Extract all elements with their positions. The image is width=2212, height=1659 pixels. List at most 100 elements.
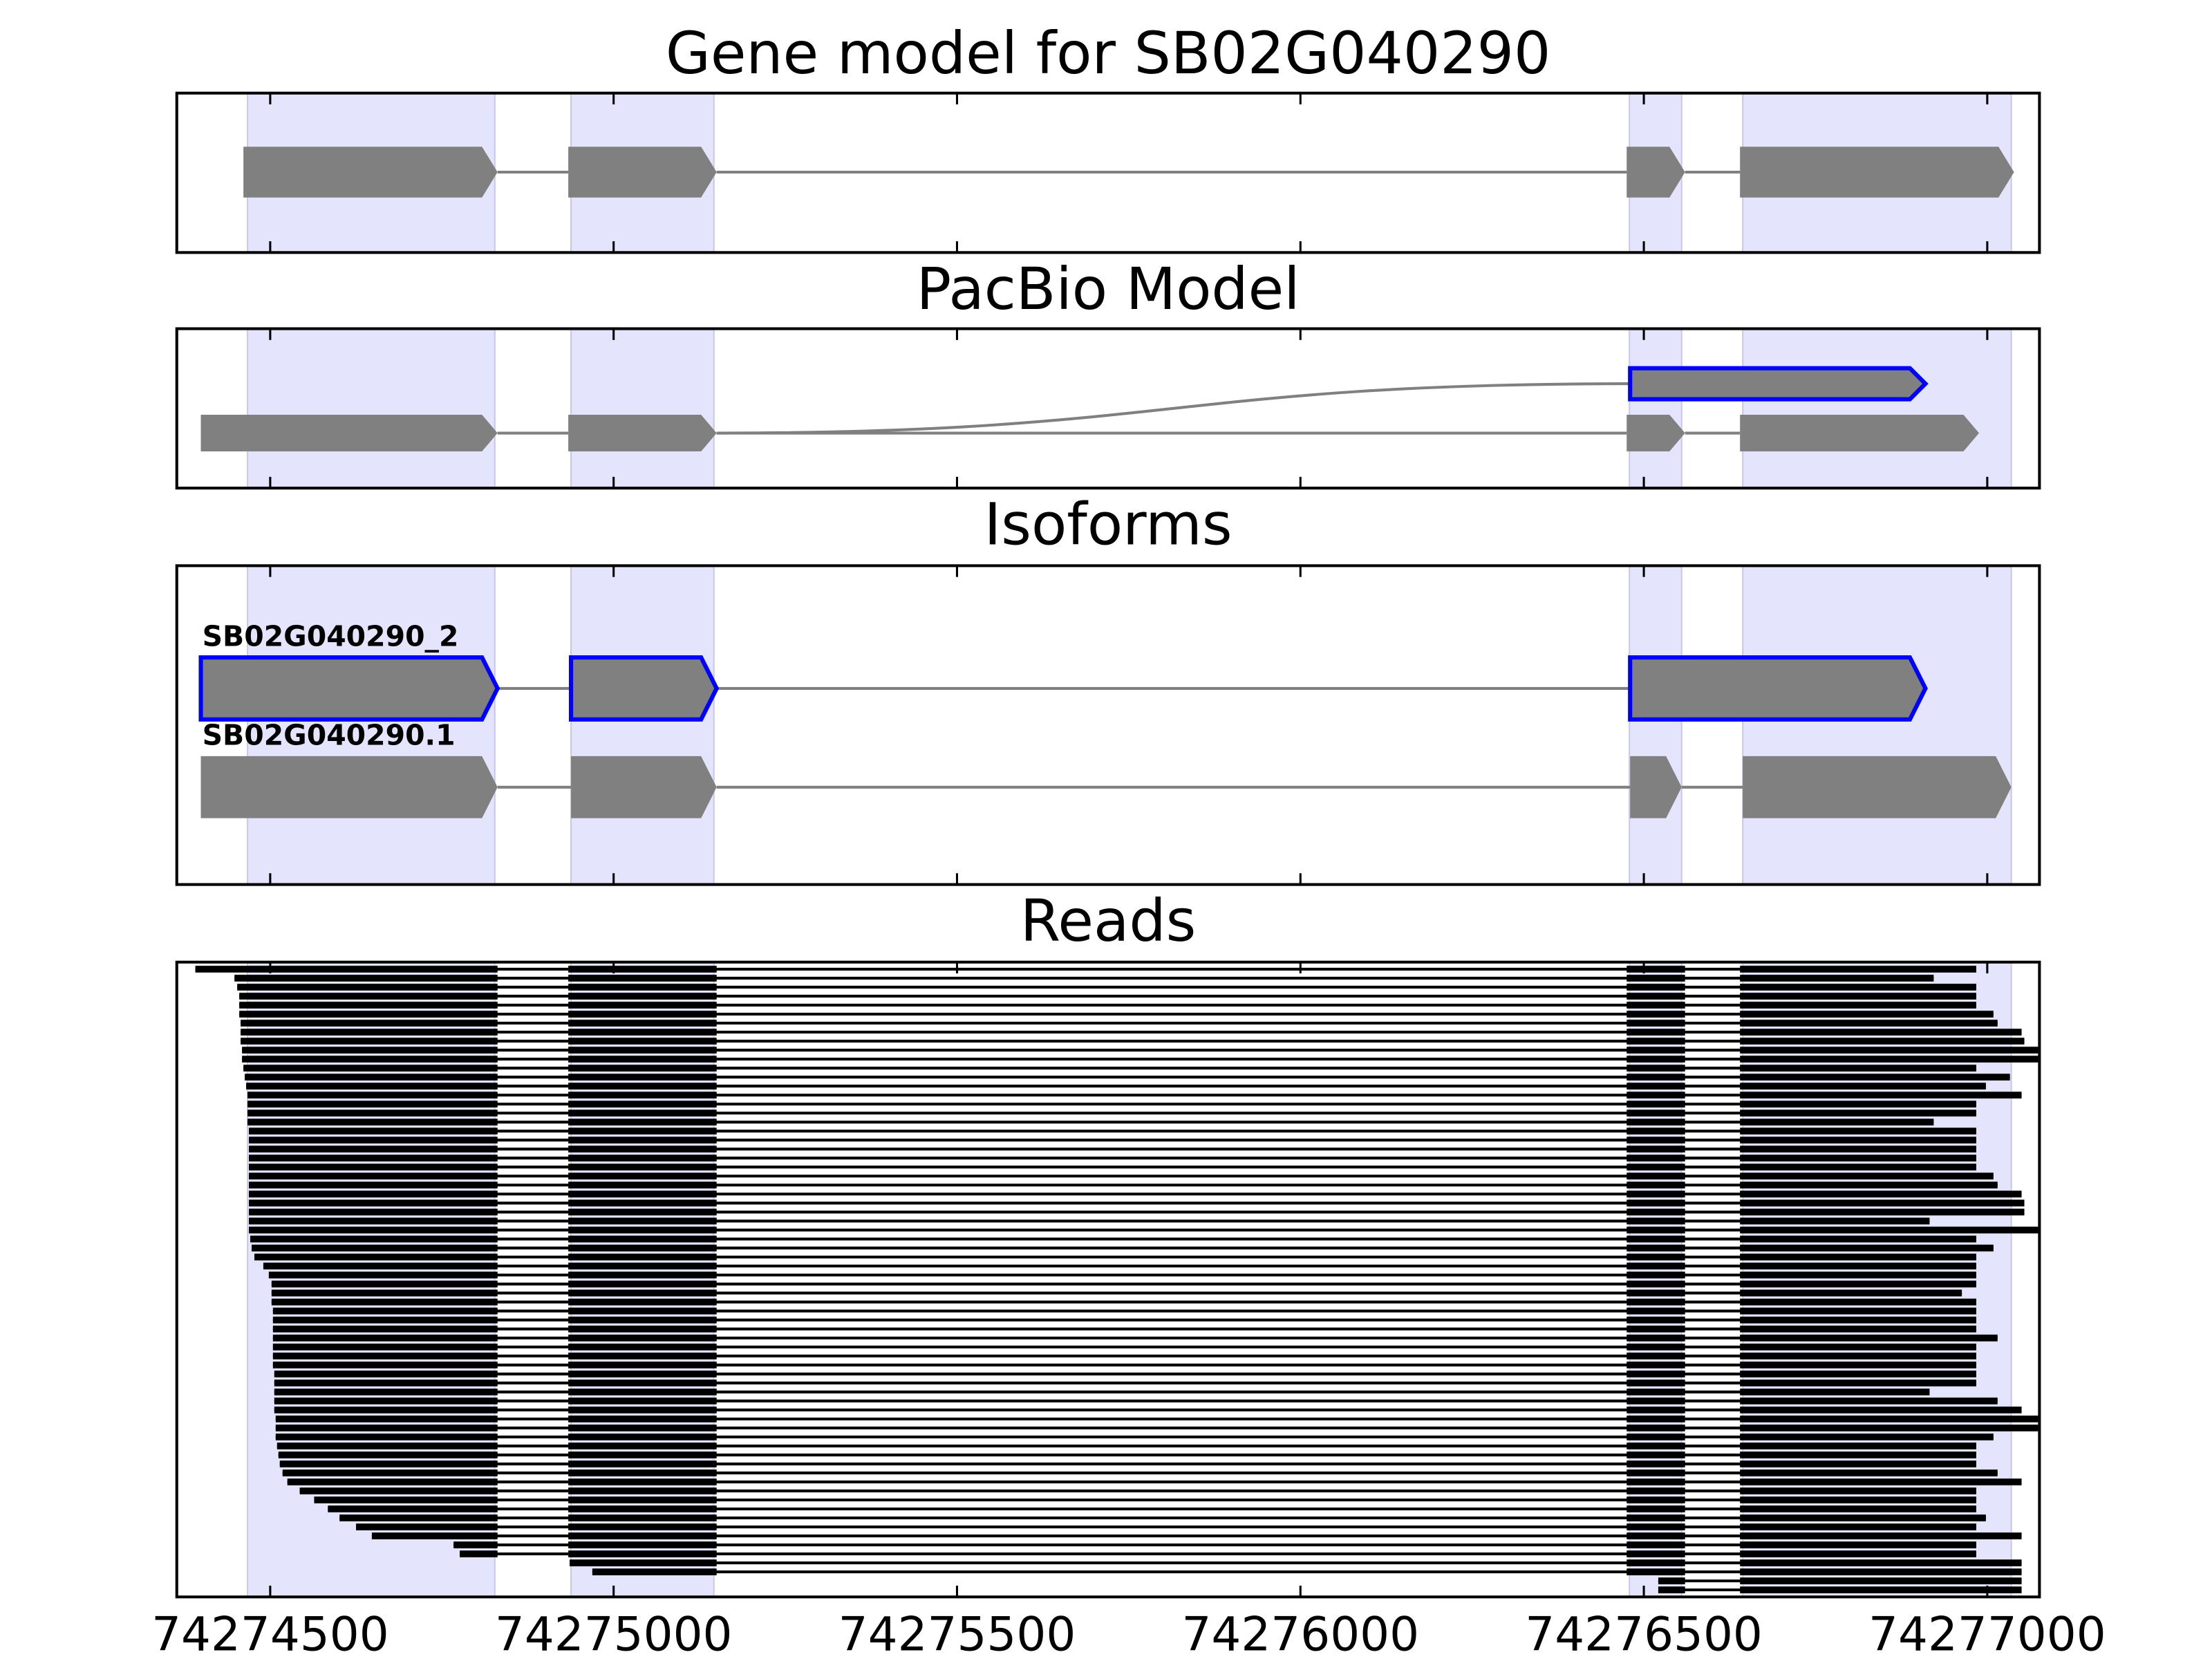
exon-highlight	[247, 328, 496, 489]
read-block	[339, 1514, 498, 1521]
read-block	[568, 1002, 717, 1009]
read-block	[568, 1029, 717, 1036]
exon	[569, 655, 720, 722]
read-block	[1627, 1100, 1685, 1108]
read-block	[568, 1047, 717, 1054]
read-block	[1627, 1505, 1685, 1512]
read-block	[1658, 1577, 1685, 1584]
read-block	[1627, 1074, 1685, 1081]
read-block	[272, 1325, 498, 1333]
read-block	[568, 1074, 717, 1081]
read-block	[568, 1244, 717, 1252]
read-block	[272, 1316, 498, 1324]
panel-title: Reads	[1020, 887, 1196, 955]
read-block	[271, 1289, 498, 1297]
read-block	[249, 1163, 498, 1171]
read-block	[1627, 1047, 1685, 1054]
read-block	[1627, 1352, 1685, 1360]
read-block	[568, 1100, 717, 1108]
read-block	[371, 1533, 498, 1539]
read-block	[1627, 1568, 1685, 1575]
read-block	[568, 966, 717, 973]
read-block	[1627, 1056, 1685, 1063]
read-block	[1627, 1235, 1685, 1243]
read-block	[241, 1038, 498, 1045]
read-block	[1740, 1424, 2038, 1432]
read-block	[1627, 984, 1685, 991]
read-block	[568, 1451, 717, 1459]
read-block	[1627, 1091, 1685, 1099]
read-block	[568, 1379, 717, 1387]
read-block	[1740, 1271, 1976, 1279]
read-block	[272, 1361, 498, 1369]
read-block	[568, 1136, 717, 1144]
read-block	[242, 1056, 498, 1063]
read-block	[247, 1100, 498, 1108]
read-block	[568, 1235, 717, 1243]
read-block	[239, 993, 498, 1000]
exon	[1740, 415, 1979, 452]
read-block	[568, 1109, 717, 1117]
read-block	[592, 1568, 717, 1575]
read-block	[568, 1154, 717, 1162]
read-block	[1740, 1550, 1976, 1557]
read-block	[1740, 1316, 1976, 1324]
read-block	[275, 1424, 498, 1432]
x-tick-label: 74276000	[1181, 1607, 1419, 1659]
read-block	[568, 1524, 717, 1530]
read-block	[1627, 1415, 1685, 1423]
panel-frame	[175, 91, 2041, 254]
read-block	[1740, 1406, 2022, 1414]
read-block	[1740, 1370, 1976, 1378]
read-block	[1627, 1172, 1685, 1180]
read-block	[1740, 1190, 2022, 1198]
read-block	[254, 1253, 498, 1261]
read-block	[1740, 1379, 1976, 1387]
read-block	[568, 1505, 717, 1512]
exon-highlight	[570, 565, 715, 885]
read-block	[1740, 1100, 1976, 1108]
read-block	[1740, 1533, 2022, 1539]
read-block	[249, 1154, 498, 1162]
panel-frame	[175, 327, 2041, 490]
read-block	[1740, 1478, 2022, 1485]
read-block	[1627, 1533, 1685, 1539]
read-block	[568, 1487, 717, 1494]
read-block	[1627, 1190, 1685, 1198]
read-block	[1627, 1002, 1685, 1009]
exon	[568, 147, 717, 198]
read-block	[568, 1496, 717, 1503]
read-block	[460, 1550, 498, 1557]
read-block	[1740, 1388, 1930, 1396]
read-block	[1627, 966, 1685, 973]
exon	[200, 415, 498, 452]
read-block	[1740, 1163, 1976, 1171]
read-block	[1627, 1029, 1685, 1036]
read-block	[568, 1181, 717, 1189]
read-block	[1740, 1145, 1976, 1153]
read-block	[1627, 1154, 1685, 1162]
read-block	[568, 1280, 717, 1288]
read-block	[568, 1091, 717, 1099]
read-block	[1740, 1244, 1994, 1252]
read-block	[275, 1433, 498, 1441]
read-block	[1627, 1226, 1685, 1234]
read-block	[1740, 1505, 1976, 1512]
read-block	[568, 1343, 717, 1351]
exon	[200, 756, 498, 818]
read-block	[272, 1352, 498, 1360]
read-block	[1740, 1118, 1934, 1126]
read-block	[279, 1460, 498, 1468]
read-block	[249, 1172, 498, 1180]
read-block	[1740, 1325, 1976, 1333]
read-block	[249, 1181, 498, 1189]
read-block	[243, 1065, 498, 1072]
read-block	[1740, 1568, 2022, 1575]
read-block	[1627, 1253, 1685, 1261]
exon-highlight	[1629, 565, 1683, 885]
read-block	[568, 1406, 717, 1414]
read-block	[568, 1253, 717, 1261]
read-block	[568, 1469, 717, 1477]
read-block	[239, 1002, 498, 1009]
